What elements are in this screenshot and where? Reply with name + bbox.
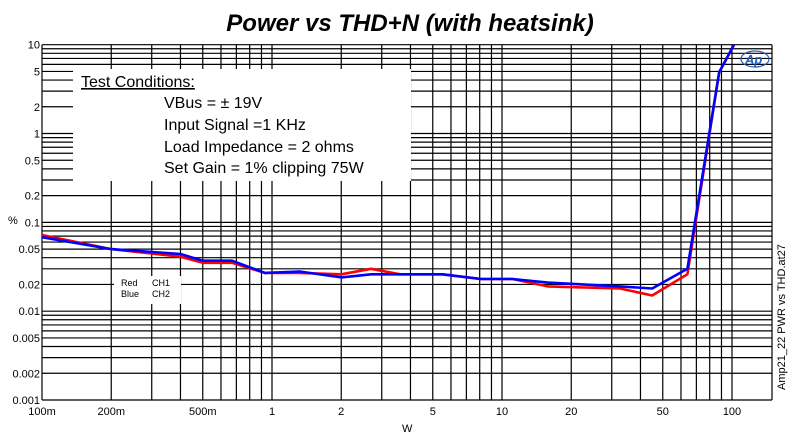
annotation-line: Load Impedance = 2 ohms bbox=[164, 139, 354, 156]
ap-logo: Ap bbox=[740, 50, 770, 68]
y-tick-label: 0.005 bbox=[12, 333, 40, 345]
test-conditions-box: Test Conditions: VBus = ± 19V Input Sign… bbox=[73, 69, 411, 181]
side-label: Amp21_22 PWR vs THD.at27 bbox=[776, 244, 788, 390]
x-tick-label: 20 bbox=[565, 406, 577, 418]
y-tick-label: 0.1 bbox=[25, 217, 40, 229]
y-tick-label: 0.5 bbox=[25, 155, 40, 167]
x-tick-label: 10 bbox=[496, 406, 508, 418]
legend-color-ch1: Red bbox=[121, 278, 138, 288]
series-lines bbox=[41, 44, 736, 297]
y-tick-label: 0.02 bbox=[19, 279, 40, 291]
legend: Red CH1 Blue CH2 bbox=[114, 276, 181, 304]
y-axis-label: % bbox=[8, 215, 18, 227]
x-tick-label: 100 bbox=[723, 406, 741, 418]
annotation-line: Input Signal =1 KHz bbox=[164, 117, 306, 134]
y-tick-label: 0.001 bbox=[12, 395, 40, 407]
x-tick-label: 200m bbox=[97, 406, 125, 418]
y-tick-label: 0.01 bbox=[19, 306, 40, 318]
annotation-line: VBus = ± 19V bbox=[164, 95, 263, 112]
y-tick-label: 10 bbox=[28, 40, 40, 52]
x-tick-label: 500m bbox=[189, 406, 217, 418]
x-tick-label: 1 bbox=[269, 406, 275, 418]
chart-title: Power vs THD+N (with heatsink) bbox=[226, 10, 593, 37]
legend-color-ch2: Blue bbox=[121, 289, 139, 299]
x-axis-label: W bbox=[402, 423, 413, 435]
y-tick-label: 5 bbox=[34, 66, 40, 78]
legend-label-ch1: CH1 bbox=[152, 278, 170, 288]
y-tick-label: 0.002 bbox=[12, 368, 40, 380]
x-tick-label: 5 bbox=[430, 406, 436, 418]
annotation-line: Set Gain = 1% clipping 75W bbox=[164, 160, 365, 177]
annotation-heading: Test Conditions: bbox=[81, 74, 195, 91]
y-tick-label: 0.05 bbox=[19, 244, 40, 256]
x-tick-label: 50 bbox=[657, 406, 669, 418]
ap-logo-text: Ap bbox=[744, 52, 762, 67]
x-tick-label: 100m bbox=[28, 406, 56, 418]
x-tick-label: 2 bbox=[338, 406, 344, 418]
y-tick-label: 2 bbox=[34, 102, 40, 114]
y-axis-ticks: 10 5 2 1 0.5 0.2 0.1 0.05 0.02 0.01 0.005 0.002 0.00… bbox=[12, 40, 40, 407]
legend-label-ch2: CH2 bbox=[152, 289, 170, 299]
x-axis-ticks: 100m 200m 500m 1 2 5 10 20 50 100 bbox=[28, 406, 741, 418]
y-tick-label: 0.2 bbox=[25, 191, 40, 203]
y-tick-label: 1 bbox=[34, 129, 40, 141]
series-line-ch2 bbox=[41, 44, 736, 290]
